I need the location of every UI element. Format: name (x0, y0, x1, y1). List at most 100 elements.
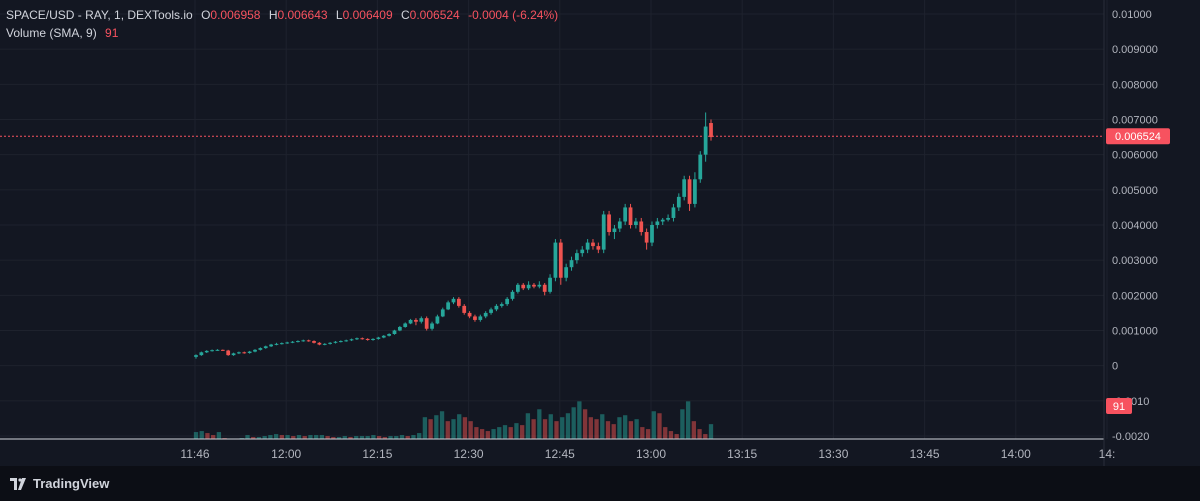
candle-body (456, 298, 461, 306)
volume-bar (273, 434, 279, 439)
candle-body (274, 343, 279, 345)
candle-body (542, 284, 547, 292)
volume-bar (703, 434, 708, 439)
volume-bar (451, 419, 456, 439)
volume-bar (594, 419, 599, 439)
candle-body (333, 341, 338, 343)
volume-bar (520, 425, 525, 439)
candle-body (698, 154, 703, 180)
candle-body (306, 340, 311, 342)
volume-bar (645, 429, 651, 439)
symbol-label[interactable]: SPACE/USD - RAY, 1, DEXTools.io (6, 8, 193, 22)
price-axis[interactable]: 0.01000 0.009000 0.008000 0.007000 0.006000 0… (1112, 9, 1158, 443)
volume-value: 91 (105, 26, 119, 40)
volume-bar (279, 435, 284, 439)
candle-body (290, 341, 295, 343)
svg-text:91: 91 (1113, 401, 1125, 413)
candle-body (462, 305, 467, 313)
volume-bar (417, 433, 422, 439)
candle-body (296, 341, 300, 343)
tradingview-brand[interactable]: TradingView (10, 476, 109, 491)
volume-bars (193, 401, 714, 439)
volume-bar (285, 435, 290, 439)
candle-body (489, 309, 493, 313)
candle-body (709, 123, 713, 138)
volume-bar (623, 415, 628, 439)
volume-bar (428, 419, 433, 439)
volume-bar (245, 435, 250, 439)
candle-body (414, 319, 418, 322)
price-axis-tick: -0.0020 (1112, 431, 1149, 443)
candle-body (467, 312, 472, 317)
candle-body (596, 246, 601, 250)
volume-bar (663, 427, 668, 439)
candle-body (693, 179, 697, 204)
volume-label[interactable]: Volume (SMA, 9) (6, 26, 97, 40)
candle-body (548, 277, 552, 292)
volume-bar (262, 436, 267, 439)
low-label: L (335, 8, 343, 22)
candle-body (215, 349, 220, 351)
candle-body (478, 316, 483, 320)
volume-bar (394, 436, 399, 439)
volume-bar (560, 417, 565, 439)
volume-bar (411, 435, 416, 439)
volume-bar (514, 423, 519, 439)
volume-bar (256, 437, 262, 439)
change-value: -0.0004 (-6.24%) (468, 8, 559, 22)
volume-bar (497, 427, 502, 439)
volume-bar (199, 431, 204, 439)
candle-body (199, 352, 204, 356)
volume-bar (422, 417, 428, 439)
volume-bar (657, 413, 662, 439)
volume-bar (640, 427, 645, 439)
volume-bar (376, 436, 382, 439)
price-axis-tick: 0.006000 (1112, 150, 1158, 162)
volume-bar (491, 429, 496, 439)
candle-body (376, 337, 381, 339)
volume-bar (634, 419, 639, 439)
chart-legend: SPACE/USD - RAY, 1, DEXTools.io O0.00695… (6, 6, 558, 42)
candle-body (575, 253, 579, 261)
volume-bar (537, 409, 542, 439)
time-axis-tick: 12:00 (271, 447, 301, 461)
candle-body (505, 298, 510, 305)
candle-body (623, 207, 628, 222)
volume-bar (336, 437, 342, 439)
time-axis[interactable]: 11:46 12:00 12:15 12:30 12:45 13:00 13:15 13:30… (180, 447, 1115, 461)
volume-bar (268, 435, 273, 439)
candle-body (682, 179, 687, 197)
candle-body (360, 338, 365, 340)
candle-body (355, 338, 359, 340)
open-label: O (201, 8, 211, 22)
candle-body (553, 242, 558, 278)
volume-bar (548, 414, 553, 439)
candle-body (580, 249, 585, 254)
volume-bar (531, 419, 536, 439)
candle-body (569, 260, 574, 268)
candle-body (446, 302, 451, 310)
candle-body (387, 334, 392, 336)
candle-body (328, 342, 332, 344)
volume-bar (571, 407, 576, 439)
candle-body (703, 126, 708, 155)
ohlc-legend-row: SPACE/USD - RAY, 1, DEXTools.io O0.00695… (6, 6, 558, 24)
volume-bar (674, 434, 679, 439)
close-label: C (401, 8, 410, 22)
candlesticks (194, 112, 713, 359)
candle-body (671, 207, 676, 218)
volume-bar (588, 417, 593, 439)
candle-body (408, 319, 413, 324)
candle-body (242, 352, 247, 354)
volume-bar (577, 401, 582, 439)
candle-body (397, 326, 402, 331)
volume-bar (405, 436, 410, 439)
candle-body (430, 323, 434, 329)
candle-body (532, 284, 536, 287)
candle-body (537, 284, 542, 287)
footer-bar: TradingView (0, 466, 1200, 501)
volume-bar (600, 414, 605, 439)
candle-body (344, 340, 349, 342)
time-axis-tick: 12:30 (454, 447, 484, 461)
price-chart[interactable]: 0.01000 0.009000 0.008000 0.007000 0.006000 0… (0, 0, 1200, 466)
